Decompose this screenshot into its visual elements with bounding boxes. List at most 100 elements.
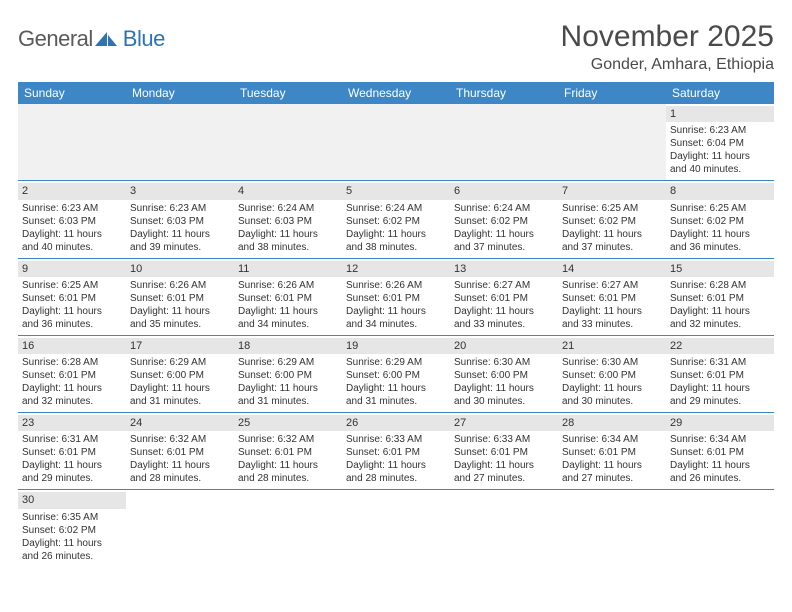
day-info-line: Daylight: 11 hours: [130, 459, 230, 472]
day-info-line: Daylight: 11 hours: [130, 382, 230, 395]
day-info-line: Sunset: 6:00 PM: [562, 369, 662, 382]
calendar-cell-empty: [450, 490, 558, 566]
calendar-cell: 2Sunrise: 6:23 AMSunset: 6:03 PMDaylight…: [18, 181, 126, 257]
day-number: 30: [18, 492, 126, 508]
calendar-cell: 3Sunrise: 6:23 AMSunset: 6:03 PMDaylight…: [126, 181, 234, 257]
day-info-line: Sunrise: 6:32 AM: [130, 433, 230, 446]
day-info-line: Sunset: 6:01 PM: [238, 446, 338, 459]
day-info-line: Sunset: 6:02 PM: [346, 215, 446, 228]
calendar-week: 16Sunrise: 6:28 AMSunset: 6:01 PMDayligh…: [18, 336, 774, 413]
calendar-cell: 25Sunrise: 6:32 AMSunset: 6:01 PMDayligh…: [234, 413, 342, 489]
day-info-line: Sunrise: 6:32 AM: [238, 433, 338, 446]
day-number: 22: [666, 338, 774, 354]
day-info-line: Sunrise: 6:25 AM: [562, 202, 662, 215]
day-info-line: Sunrise: 6:23 AM: [22, 202, 122, 215]
day-info-line: Daylight: 11 hours: [562, 459, 662, 472]
calendar-cell: 21Sunrise: 6:30 AMSunset: 6:00 PMDayligh…: [558, 336, 666, 412]
day-number: 13: [450, 261, 558, 277]
day-info-line: Sunset: 6:01 PM: [22, 292, 122, 305]
day-info-line: Daylight: 11 hours: [238, 305, 338, 318]
title-block: November 2025 Gonder, Amhara, Ethiopia: [561, 20, 774, 74]
day-info-line: and 38 minutes.: [346, 241, 446, 254]
calendar-cell: 1Sunrise: 6:23 AMSunset: 6:04 PMDaylight…: [666, 104, 774, 180]
day-info-line: Sunset: 6:01 PM: [562, 292, 662, 305]
day-number: 24: [126, 415, 234, 431]
day-info-line: and 32 minutes.: [22, 395, 122, 408]
calendar-cell: 15Sunrise: 6:28 AMSunset: 6:01 PMDayligh…: [666, 259, 774, 335]
day-info-line: Daylight: 11 hours: [22, 459, 122, 472]
logo: General Blue: [18, 20, 165, 52]
calendar-cell: 12Sunrise: 6:26 AMSunset: 6:01 PMDayligh…: [342, 259, 450, 335]
calendar-cell: 8Sunrise: 6:25 AMSunset: 6:02 PMDaylight…: [666, 181, 774, 257]
day-info-line: Daylight: 11 hours: [670, 382, 770, 395]
day-number: 27: [450, 415, 558, 431]
day-header-row: Sunday Monday Tuesday Wednesday Thursday…: [18, 82, 774, 104]
calendar-cell: 28Sunrise: 6:34 AMSunset: 6:01 PMDayligh…: [558, 413, 666, 489]
day-info-line: Sunrise: 6:31 AM: [670, 356, 770, 369]
day-info-line: Sunset: 6:00 PM: [346, 369, 446, 382]
day-info-line: and 36 minutes.: [22, 318, 122, 331]
day-info-line: Sunrise: 6:28 AM: [670, 279, 770, 292]
day-number: 20: [450, 338, 558, 354]
day-info-line: Sunrise: 6:27 AM: [454, 279, 554, 292]
day-info-line: Sunset: 6:02 PM: [562, 215, 662, 228]
day-info-line: Sunrise: 6:31 AM: [22, 433, 122, 446]
day-info-line: and 40 minutes.: [670, 163, 770, 176]
day-info-line: and 28 minutes.: [238, 472, 338, 485]
day-info-line: and 36 minutes.: [670, 241, 770, 254]
day-info-line: Sunset: 6:01 PM: [22, 369, 122, 382]
day-info-line: Daylight: 11 hours: [454, 459, 554, 472]
calendar-cell-empty: [18, 104, 126, 180]
day-info-line: Sunset: 6:01 PM: [130, 446, 230, 459]
day-info-line: and 33 minutes.: [562, 318, 662, 331]
day-info-line: Daylight: 11 hours: [130, 305, 230, 318]
day-number: 16: [18, 338, 126, 354]
day-info-line: Sunset: 6:01 PM: [670, 292, 770, 305]
day-info-line: Sunrise: 6:23 AM: [670, 124, 770, 137]
calendar-cell: 30Sunrise: 6:35 AMSunset: 6:02 PMDayligh…: [18, 490, 126, 566]
day-info-line: Daylight: 11 hours: [130, 228, 230, 241]
day-info-line: Daylight: 11 hours: [562, 228, 662, 241]
day-info-line: Sunset: 6:03 PM: [130, 215, 230, 228]
day-info-line: Sunrise: 6:27 AM: [562, 279, 662, 292]
day-header: Tuesday: [234, 82, 342, 104]
day-info-line: and 26 minutes.: [670, 472, 770, 485]
day-info-line: and 31 minutes.: [346, 395, 446, 408]
day-number: 5: [342, 183, 450, 199]
day-header: Friday: [558, 82, 666, 104]
day-number: 21: [558, 338, 666, 354]
day-number: 17: [126, 338, 234, 354]
day-info-line: Daylight: 11 hours: [346, 305, 446, 318]
day-number: 3: [126, 183, 234, 199]
day-info-line: Sunrise: 6:35 AM: [22, 511, 122, 524]
header-bar: General Blue November 2025 Gonder, Amhar…: [18, 20, 774, 74]
day-number: 18: [234, 338, 342, 354]
day-number: 1: [666, 106, 774, 122]
calendar-cell-empty: [234, 490, 342, 566]
day-info-line: and 27 minutes.: [454, 472, 554, 485]
calendar: Sunday Monday Tuesday Wednesday Thursday…: [18, 82, 774, 567]
day-info-line: Sunrise: 6:29 AM: [238, 356, 338, 369]
day-info-line: and 32 minutes.: [670, 318, 770, 331]
day-info-line: and 31 minutes.: [130, 395, 230, 408]
day-info-line: Sunset: 6:02 PM: [22, 524, 122, 537]
day-info-line: Sunset: 6:01 PM: [670, 446, 770, 459]
calendar-cell: 10Sunrise: 6:26 AMSunset: 6:01 PMDayligh…: [126, 259, 234, 335]
day-info-line: Sunrise: 6:26 AM: [238, 279, 338, 292]
day-info-line: and 40 minutes.: [22, 241, 122, 254]
day-number: 25: [234, 415, 342, 431]
day-info-line: Sunset: 6:03 PM: [238, 215, 338, 228]
day-info-line: Sunrise: 6:26 AM: [346, 279, 446, 292]
calendar-week: 2Sunrise: 6:23 AMSunset: 6:03 PMDaylight…: [18, 181, 774, 258]
logo-text-blue: Blue: [123, 26, 165, 52]
calendar-week: 1Sunrise: 6:23 AMSunset: 6:04 PMDaylight…: [18, 104, 774, 181]
calendar-cell: 7Sunrise: 6:25 AMSunset: 6:02 PMDaylight…: [558, 181, 666, 257]
day-info-line: Daylight: 11 hours: [346, 459, 446, 472]
day-header: Monday: [126, 82, 234, 104]
day-info-line: Sunrise: 6:29 AM: [130, 356, 230, 369]
logo-sail-icon: [93, 30, 119, 48]
day-info-line: Sunset: 6:00 PM: [454, 369, 554, 382]
day-info-line: Daylight: 11 hours: [454, 382, 554, 395]
day-info-line: Daylight: 11 hours: [454, 228, 554, 241]
calendar-cell-empty: [450, 104, 558, 180]
